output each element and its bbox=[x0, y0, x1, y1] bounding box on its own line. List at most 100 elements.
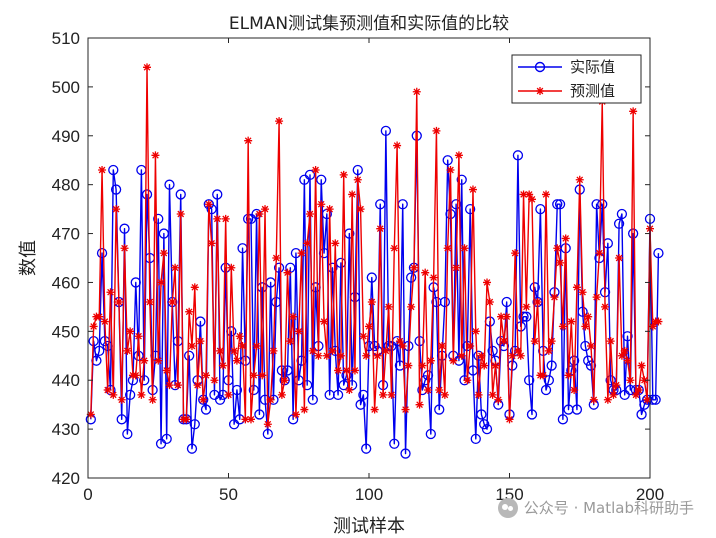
data-point-actual bbox=[591, 199, 602, 210]
data-point-actual bbox=[116, 414, 127, 425]
data-point-predicted bbox=[640, 376, 649, 385]
legend-label-predicted: 预测值 bbox=[570, 82, 615, 100]
data-point-predicted bbox=[454, 151, 463, 160]
watermark: 公众号 · Matlab科研助手 bbox=[497, 497, 694, 518]
wechat-icon bbox=[497, 497, 518, 518]
watermark-text: 公众号 · Matlab科研助手 bbox=[523, 499, 694, 517]
data-point-actual bbox=[546, 360, 557, 371]
data-point-predicted bbox=[488, 390, 497, 399]
data-point-actual bbox=[583, 355, 594, 366]
data-point-predicted bbox=[95, 312, 104, 321]
data-point-actual bbox=[124, 389, 136, 401]
data-point-actual bbox=[141, 189, 153, 200]
data-point-predicted bbox=[460, 244, 469, 253]
data-point-predicted bbox=[100, 317, 109, 326]
data-point-predicted bbox=[474, 390, 483, 399]
data-point-predicted bbox=[255, 210, 264, 218]
data-point-predicted bbox=[654, 317, 663, 326]
data-point-actual bbox=[231, 384, 243, 396]
data-point-predicted bbox=[261, 205, 270, 214]
data-point-predicted bbox=[513, 346, 522, 355]
data-point-actual bbox=[214, 394, 226, 405]
data-point-predicted bbox=[196, 337, 205, 346]
data-point-predicted bbox=[438, 342, 447, 350]
data-point-predicted bbox=[137, 390, 146, 399]
data-point-actual bbox=[389, 438, 400, 449]
data-point-predicted bbox=[626, 376, 635, 385]
data-point-actual bbox=[366, 272, 377, 283]
data-point-actual bbox=[200, 404, 212, 415]
data-point-predicted bbox=[648, 322, 657, 331]
data-point-predicted bbox=[575, 175, 584, 184]
y-tick-label: 450 bbox=[52, 322, 80, 341]
data-point-predicted bbox=[286, 337, 295, 346]
data-point-predicted bbox=[221, 214, 230, 223]
data-point-predicted bbox=[334, 366, 343, 375]
legend-label-actual: 实际值 bbox=[570, 58, 615, 76]
y-tick-label: 500 bbox=[52, 78, 80, 97]
data-point-predicted bbox=[213, 214, 222, 223]
data-point-actual bbox=[119, 223, 130, 234]
data-point-predicted bbox=[297, 249, 306, 258]
data-point-actual bbox=[186, 443, 198, 454]
data-point-actual bbox=[439, 296, 451, 308]
data-point-predicted bbox=[530, 337, 539, 346]
data-point-predicted bbox=[471, 327, 480, 336]
data-point-predicted bbox=[252, 342, 261, 350]
data-point-actual bbox=[108, 164, 119, 176]
data-point-predicted bbox=[539, 371, 548, 380]
data-point-actual bbox=[304, 169, 316, 181]
data-point-actual bbox=[130, 277, 141, 288]
data-point-predicted bbox=[348, 190, 357, 199]
data-point-predicted bbox=[109, 390, 118, 399]
data-point-predicted bbox=[300, 405, 309, 414]
data-point-predicted bbox=[241, 415, 250, 424]
data-point-actual bbox=[361, 443, 372, 454]
data-point-predicted bbox=[581, 322, 590, 331]
data-point-actual bbox=[243, 213, 254, 225]
data-point-actual bbox=[622, 331, 633, 342]
data-point-predicted bbox=[168, 298, 177, 306]
data-point-predicted bbox=[584, 312, 593, 321]
data-point-predicted bbox=[266, 395, 275, 404]
data-point-actual bbox=[529, 282, 540, 293]
y-tick-label: 490 bbox=[52, 127, 80, 146]
data-point-predicted bbox=[505, 415, 514, 424]
data-point-predicted bbox=[235, 332, 244, 341]
data-point-actual bbox=[552, 199, 563, 210]
data-point-actual bbox=[302, 379, 313, 391]
data-point-predicted bbox=[398, 342, 407, 350]
data-point-predicted bbox=[452, 263, 461, 272]
data-point-predicted bbox=[407, 302, 416, 311]
data-point-predicted bbox=[519, 190, 528, 199]
data-point-actual bbox=[487, 345, 498, 357]
data-point-actual bbox=[524, 375, 535, 386]
data-point-predicted bbox=[525, 190, 534, 199]
data-point-actual bbox=[133, 350, 144, 361]
data-point-predicted bbox=[356, 205, 365, 214]
data-point-predicted bbox=[362, 351, 371, 360]
data-point-predicted bbox=[145, 298, 154, 306]
data-point-predicted bbox=[123, 346, 132, 355]
data-point-predicted bbox=[159, 249, 168, 258]
data-point-predicted bbox=[185, 307, 194, 316]
data-point-predicted bbox=[345, 386, 354, 394]
data-point-predicted bbox=[106, 288, 115, 297]
data-point-predicted bbox=[112, 205, 121, 214]
data-point-predicted bbox=[331, 239, 340, 248]
x-tick-label: 100 bbox=[355, 485, 383, 504]
data-point-actual bbox=[164, 179, 175, 190]
data-point-actual bbox=[405, 272, 417, 283]
data-point-predicted bbox=[395, 337, 404, 346]
data-point-predicted bbox=[421, 268, 430, 277]
data-point-actual bbox=[613, 218, 625, 229]
data-point-predicted bbox=[561, 234, 570, 243]
data-point-predicted bbox=[426, 356, 435, 365]
data-point-actual bbox=[122, 428, 133, 440]
data-point-predicted bbox=[134, 332, 143, 341]
data-point-predicted bbox=[390, 244, 399, 253]
data-point-predicted bbox=[511, 249, 520, 258]
data-point-actual bbox=[425, 428, 436, 440]
data-point-predicted bbox=[280, 376, 289, 385]
y-tick-label: 460 bbox=[52, 273, 80, 292]
